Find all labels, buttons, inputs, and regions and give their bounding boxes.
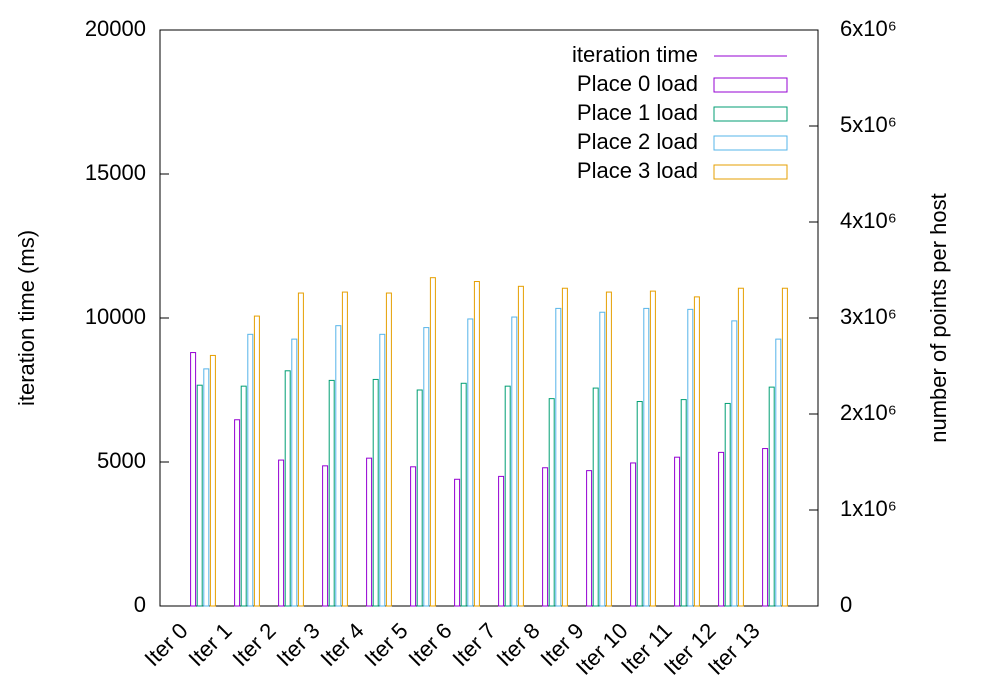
bar [731, 320, 738, 607]
y2-tick-label: 2x10⁶ [840, 400, 897, 425]
bar [416, 389, 423, 607]
bar [366, 457, 373, 607]
bar [278, 459, 285, 607]
bar [240, 385, 247, 607]
bar [335, 325, 342, 607]
x-tick-label: Iter 2 [228, 618, 281, 671]
bar [775, 338, 782, 607]
legend-swatch [713, 164, 788, 180]
bar [410, 466, 417, 607]
bar [548, 398, 555, 607]
legend-label: Place 2 load [577, 129, 698, 154]
bar [379, 333, 386, 607]
bar [586, 470, 593, 607]
bar [511, 316, 518, 607]
y-tick-label: 5000 [97, 448, 146, 473]
bar [674, 456, 681, 607]
bar [498, 475, 505, 607]
y2-tick-label: 3x10⁶ [840, 304, 897, 329]
bar [724, 402, 731, 607]
bar [454, 478, 461, 607]
bar [643, 307, 650, 607]
y2-tick-label: 1x10⁶ [840, 496, 897, 521]
x-tick-label: Iter 7 [448, 618, 501, 671]
bar [196, 384, 203, 607]
y-tick-label: 10000 [85, 304, 146, 329]
y2-tick-label: 4x10⁶ [840, 208, 897, 233]
bar [592, 387, 599, 607]
legend-label: Place 1 load [577, 100, 698, 125]
bar [190, 352, 197, 607]
bar [517, 285, 524, 607]
bar [284, 370, 291, 607]
bar [247, 333, 254, 607]
bar [328, 379, 335, 607]
bar [687, 308, 694, 607]
bar [429, 277, 436, 607]
y-tick-label: 20000 [85, 16, 146, 41]
bar [630, 462, 637, 607]
bar [372, 378, 379, 607]
bar [768, 386, 775, 607]
bar [291, 338, 298, 607]
bar [781, 287, 788, 607]
bar [460, 382, 467, 607]
x-tick-label: Iter 0 [140, 618, 193, 671]
bar [322, 465, 329, 607]
y2-tick-label: 0 [840, 592, 852, 617]
bar [649, 290, 656, 607]
bar [385, 292, 392, 607]
bar [209, 354, 216, 607]
legend-label: iteration time [572, 42, 698, 67]
bar [341, 291, 348, 607]
bar [636, 401, 643, 607]
x-tick-label: Iter 1 [184, 618, 237, 671]
bar [297, 292, 304, 607]
x-tick-label: Iter 8 [492, 618, 545, 671]
legend-label: Place 3 load [577, 158, 698, 183]
y-axis-label: iteration time (ms) [14, 230, 39, 406]
bar [693, 296, 700, 607]
bar [680, 399, 687, 607]
plot-frame [159, 29, 819, 607]
bar [718, 451, 725, 607]
legend-swatch [713, 135, 788, 151]
bar [599, 311, 606, 607]
y-tick-label: 0 [134, 592, 146, 617]
bar [203, 368, 210, 607]
legend-swatch [713, 77, 788, 93]
y2-axis-label: number of points per host [926, 193, 951, 442]
bar [605, 291, 612, 607]
x-tick-label: Iter 4 [316, 618, 369, 671]
bar [473, 281, 480, 607]
x-tick-label: Iter 3 [272, 618, 325, 671]
y2-tick-label: 6x10⁶ [840, 16, 897, 41]
x-tick-label: Iter 5 [360, 618, 413, 671]
x-tick-label: Iter 6 [404, 618, 457, 671]
bar [423, 327, 430, 607]
bar [561, 287, 568, 607]
y2-tick-label: 5x10⁶ [840, 112, 897, 137]
bar [234, 419, 241, 607]
y-tick-label: 15000 [85, 160, 146, 185]
bar [467, 318, 474, 607]
bar [542, 467, 549, 607]
bar [504, 385, 511, 607]
legend-label: Place 0 load [577, 71, 698, 96]
bar [555, 307, 562, 607]
bar [253, 315, 260, 607]
bar [737, 287, 744, 607]
bar [762, 448, 769, 607]
legend-swatch [713, 106, 788, 122]
